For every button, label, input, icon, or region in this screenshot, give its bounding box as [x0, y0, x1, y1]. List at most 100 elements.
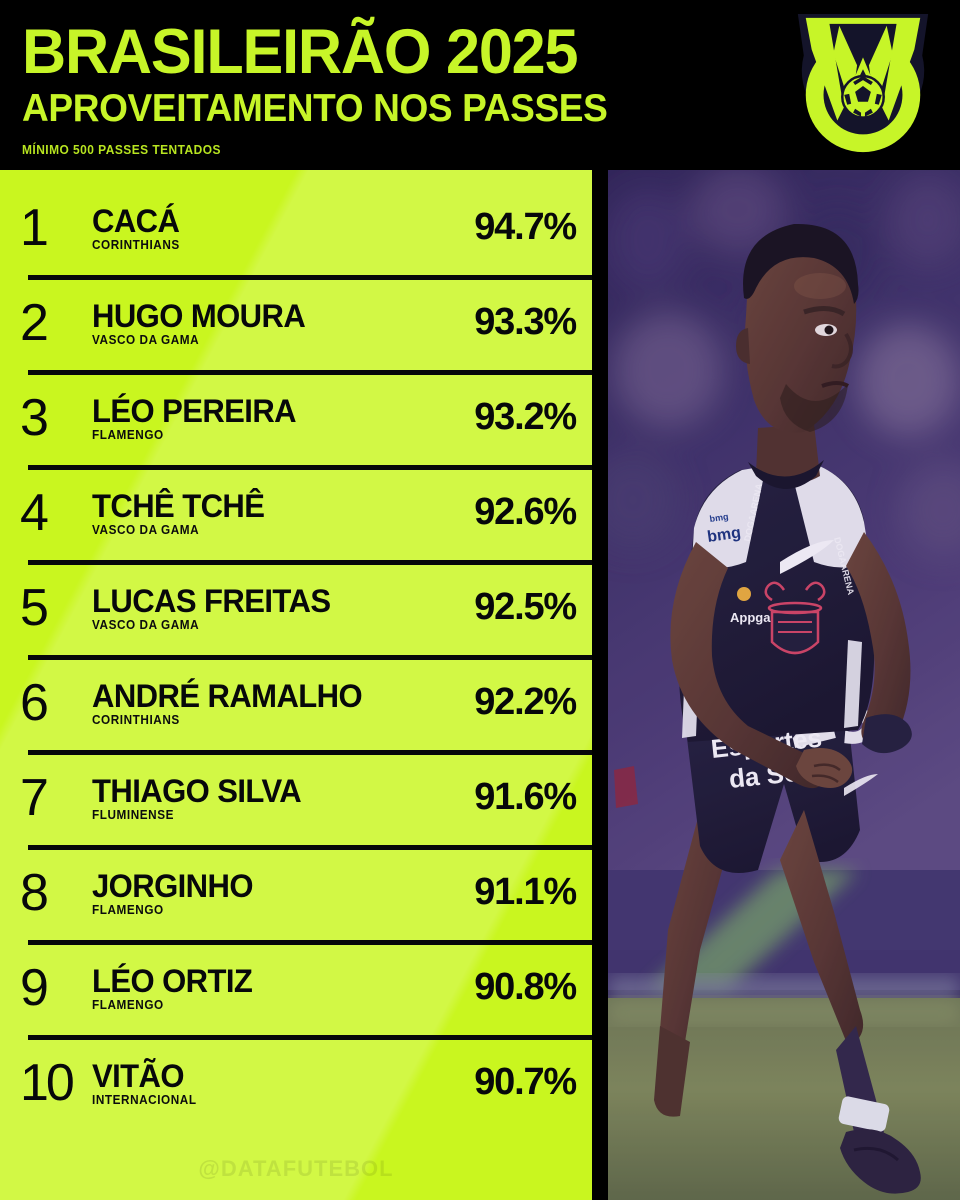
row-divider [28, 560, 592, 565]
rank-number: 9 [20, 958, 49, 1017]
pass-accuracy-value: 90.7% [474, 1061, 577, 1103]
ranking-list: 1 CACÁ CORINTHIANS 94.7% 2 HUGO MOURA VA… [0, 170, 592, 1130]
hand [796, 748, 853, 788]
title-block: BRASILEIRÃO 2025 APROVEITAMENTO NOS PASS… [22, 17, 722, 157]
club-name: CORINTHIANS [92, 713, 180, 728]
panel-gap-divider [592, 170, 608, 1200]
player-name: THIAGO SILVA [92, 772, 302, 809]
player-name: LUCAS FREITAS [92, 582, 331, 619]
svg-text:bmg: bmg [709, 511, 729, 524]
corinthians-crest [764, 581, 826, 655]
club-name: VASCO DA GAMA [92, 333, 200, 348]
club-name: CORINTHIANS [92, 238, 180, 253]
head [745, 228, 857, 433]
row-divider [28, 845, 592, 850]
sleeve-sponsor-bmg: bmg bmg [706, 511, 742, 546]
table-row[interactable]: 4 TCHÊ TCHÊ VASCO DA GAMA 92.6% [0, 465, 592, 560]
player-name: HUGO MOURA [92, 297, 306, 334]
rank-number: 6 [20, 673, 49, 732]
header: BRASILEIRÃO 2025 APROVEITAMENTO NOS PASS… [0, 0, 960, 170]
player-info: LÉO ORTIZ FLAMENGO [92, 963, 432, 1013]
pass-accuracy-value: 90.8% [474, 966, 577, 1008]
player-name: LÉO PEREIRA [92, 392, 297, 429]
rank-number: 8 [20, 863, 49, 922]
boot [840, 1129, 921, 1194]
player-info: HUGO MOURA VASCO DA GAMA [92, 298, 432, 348]
player-info: LÉO PEREIRA FLAMENGO [92, 393, 432, 443]
rank-number: 4 [20, 483, 49, 542]
row-divider [28, 750, 592, 755]
table-row[interactable]: 7 THIAGO SILVA FLUMINENSE 91.6% [0, 750, 592, 845]
player-info: VITÃO INTERNACIONAL [92, 1058, 432, 1108]
rank-number: 2 [20, 293, 49, 352]
rank-number: 3 [20, 388, 49, 447]
rank-number: 7 [20, 768, 49, 827]
player-figure: bmg bmg DOGAARENA DOGAARENA Appgas [614, 223, 921, 1194]
player-name: LÉO ORTIZ [92, 962, 253, 999]
svg-text:Appgas: Appgas [730, 610, 778, 625]
table-row[interactable]: 2 HUGO MOURA VASCO DA GAMA 93.3% [0, 275, 592, 370]
club-name: VASCO DA GAMA [92, 523, 200, 538]
hair [743, 223, 859, 304]
table-row[interactable]: 1 CACÁ CORINTHIANS 94.7% [0, 180, 592, 275]
soccer-ball-pattern [844, 76, 882, 117]
player-info: CACÁ CORINTHIANS [92, 203, 432, 253]
color-grade-overlay [608, 170, 960, 1200]
player-photo: bmg bmg DOGAARENA DOGAARENA Appgas [608, 170, 960, 1200]
jersey-shoulder-right [790, 463, 870, 568]
rank-number: 5 [20, 578, 49, 637]
minimum-criteria-note: MÍNIMO 500 PASSES TENTADOS [22, 141, 221, 157]
table-row[interactable]: 10 VITÃO INTERNACIONAL 90.7% [0, 1035, 592, 1130]
pass-accuracy-value: 93.3% [474, 301, 577, 343]
pass-accuracy-value: 94.7% [474, 206, 577, 248]
watermark-handle: @DATAFUTEBOL [198, 1156, 394, 1181]
table-row[interactable]: 5 LUCAS FREITAS VASCO DA GAMA 92.5% [0, 560, 592, 655]
arm-right [846, 532, 911, 748]
pass-accuracy-value: 91.1% [474, 871, 577, 913]
pass-accuracy-value: 92.6% [474, 491, 577, 533]
club-name: FLAMENGO [92, 998, 164, 1013]
row-divider [28, 940, 592, 945]
player-info: ANDRÉ RAMALHO CORINTHIANS [92, 678, 432, 728]
club-name: INTERNACIONAL [92, 1093, 197, 1108]
nike-swoosh-chest [780, 540, 834, 574]
club-name: FLUMINENSE [92, 808, 175, 823]
pass-accuracy-value: 91.6% [474, 776, 577, 818]
pass-accuracy-value: 92.5% [474, 586, 577, 628]
table-row[interactable]: 9 LÉO ORTIZ FLAMENGO 90.8% [0, 940, 592, 1035]
row-divider [28, 1035, 592, 1040]
brasileirao-crest-logo [784, 10, 942, 162]
player-name: VITÃO [92, 1057, 185, 1094]
table-row[interactable]: 6 ANDRÉ RAMALHO CORINTHIANS 92.2% [0, 655, 592, 750]
player-name: ANDRÉ RAMALHO [92, 677, 363, 714]
pass-accuracy-value: 93.2% [474, 396, 577, 438]
sock-cuff [838, 1096, 890, 1132]
svg-text:bmg: bmg [706, 524, 742, 546]
row-divider [28, 370, 592, 375]
player-info: TCHÊ TCHÊ VASCO DA GAMA [92, 488, 432, 538]
row-divider [28, 465, 592, 470]
row-divider [28, 275, 592, 280]
club-name: VASCO DA GAMA [92, 618, 200, 633]
player-info: THIAGO SILVA FLUMINENSE [92, 773, 432, 823]
wrist-tape [862, 714, 912, 754]
club-name: FLAMENGO [92, 428, 164, 443]
sponsor-appgas: Appgas [730, 587, 778, 625]
rank-number: 10 [20, 1053, 75, 1112]
player-name: TCHÊ TCHÊ [92, 487, 265, 524]
page-title: BRASILEIRÃO 2025 [22, 17, 578, 87]
row-divider [28, 655, 592, 660]
table-row[interactable]: 3 LÉO PEREIRA FLAMENGO 93.2% [0, 370, 592, 465]
player-name: JORGINHO [92, 867, 253, 904]
player-name: CACÁ [92, 202, 180, 239]
page-subtitle: APROVEITAMENTO NOS PASSES [22, 86, 608, 130]
player-info: JORGINHO FLAMENGO [92, 868, 432, 918]
nike-swoosh-shorts [844, 774, 878, 796]
rank-number: 1 [20, 198, 49, 257]
pass-accuracy-value: 92.2% [474, 681, 577, 723]
club-name: FLAMENGO [92, 903, 164, 918]
ranking-panel: 1 CACÁ CORINTHIANS 94.7% 2 HUGO MOURA VA… [0, 170, 592, 1200]
table-row[interactable]: 8 JORGINHO FLAMENGO 91.1% [0, 845, 592, 940]
player-info: LUCAS FREITAS VASCO DA GAMA [92, 583, 432, 633]
